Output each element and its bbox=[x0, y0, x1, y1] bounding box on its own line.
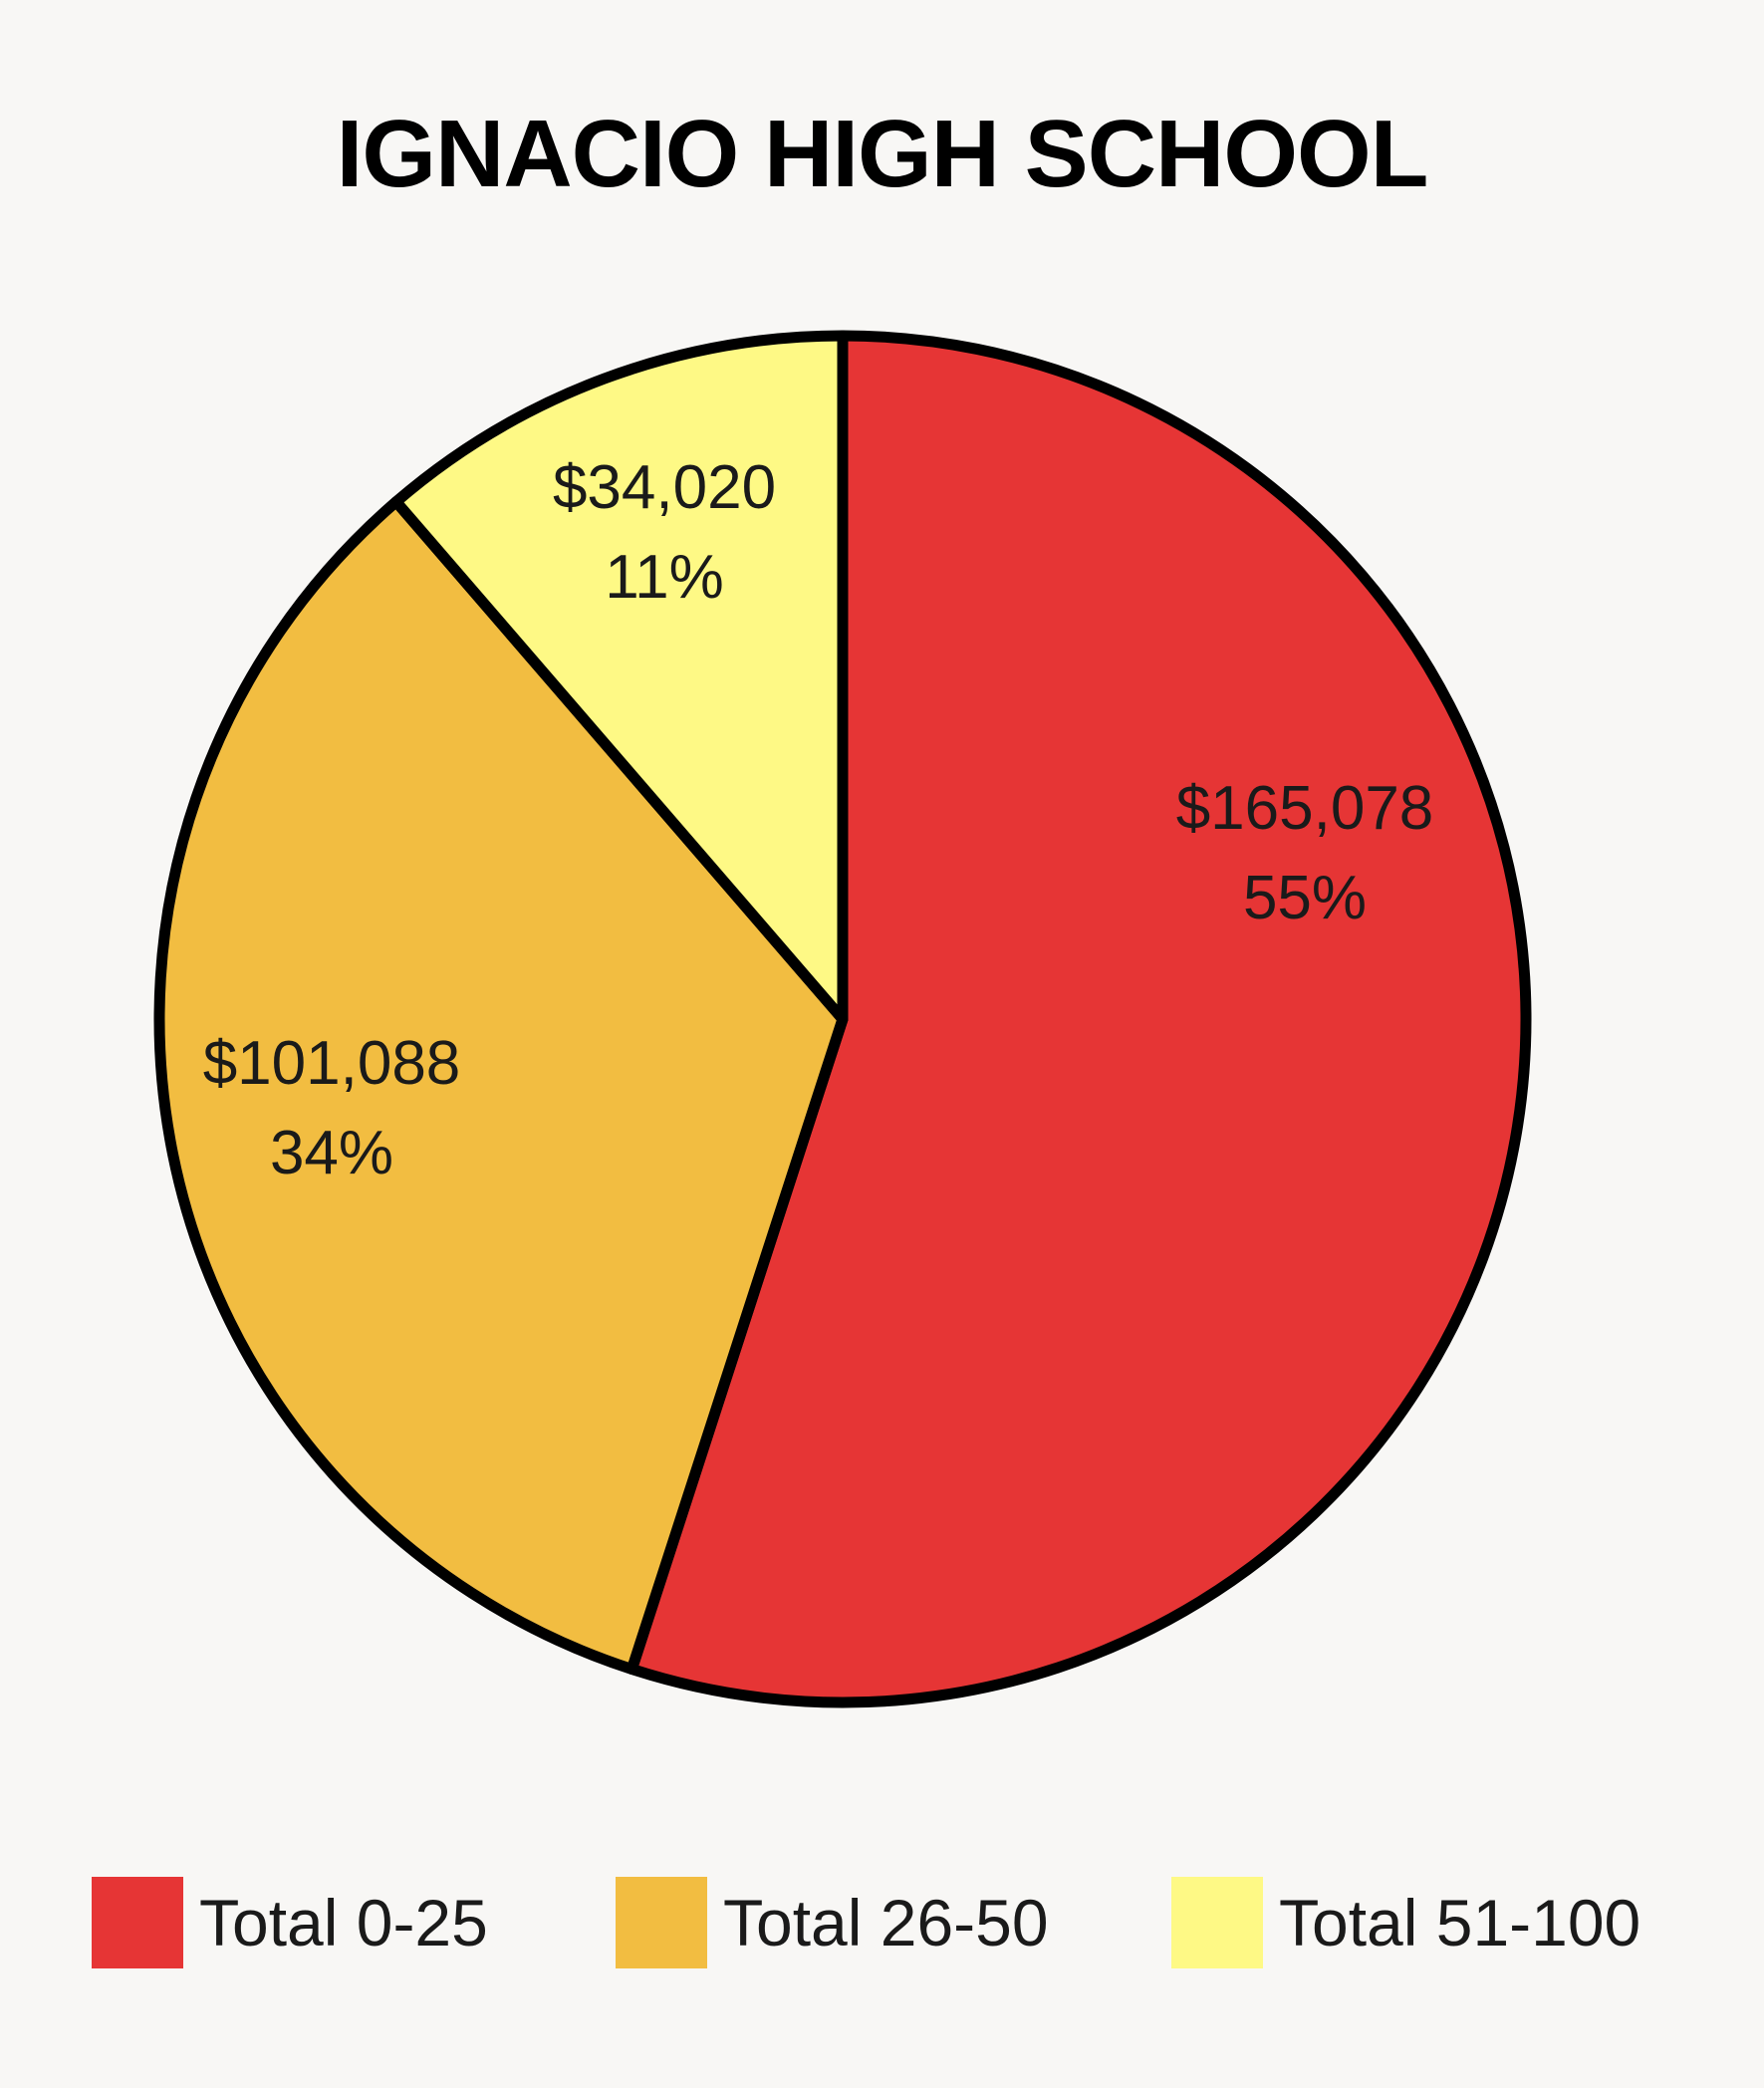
legend-swatch-total-26-50 bbox=[616, 1877, 707, 1968]
legend-swatch-total-0-25 bbox=[92, 1877, 183, 1968]
legend-item-total-0-25: Total 0-25 bbox=[92, 1877, 488, 1968]
pie-slice-total-51-100 bbox=[390, 330, 849, 1025]
legend-label-total-51-100: Total 51-100 bbox=[1279, 1886, 1641, 1959]
chart-legend: Total 0-25 Total 26-50 Total 51-100 bbox=[0, 1877, 1764, 1968]
chart-title: IGNACIO HIGH SCHOOL bbox=[336, 101, 1429, 207]
slice-percent-label-total-51-100: 11% bbox=[605, 543, 724, 612]
pie-slice-total-0-25 bbox=[626, 330, 1532, 1708]
legend-label-total-26-50: Total 26-50 bbox=[723, 1886, 1049, 1959]
slice-value-label-total-0-25: $165,078 bbox=[1176, 774, 1434, 843]
pie-slice-total-26-50 bbox=[153, 496, 849, 1676]
slice-value-label-total-51-100: $34,020 bbox=[553, 453, 776, 522]
slice-value-label-total-26-50: $101,088 bbox=[203, 1029, 461, 1098]
legend-swatch-total-51-100 bbox=[1171, 1877, 1263, 1968]
legend-item-total-51-100: Total 51-100 bbox=[1171, 1877, 1640, 1968]
legend-label-total-0-25: Total 0-25 bbox=[199, 1886, 488, 1959]
slice-percent-label-total-0-25: 55% bbox=[1243, 864, 1367, 932]
legend-item-total-26-50: Total 26-50 bbox=[616, 1877, 1049, 1968]
pie-chart: $165,078 55% $101,088 34% $34,020 11% bbox=[153, 330, 1532, 1708]
slice-percent-label-total-26-50: 34% bbox=[270, 1119, 393, 1187]
